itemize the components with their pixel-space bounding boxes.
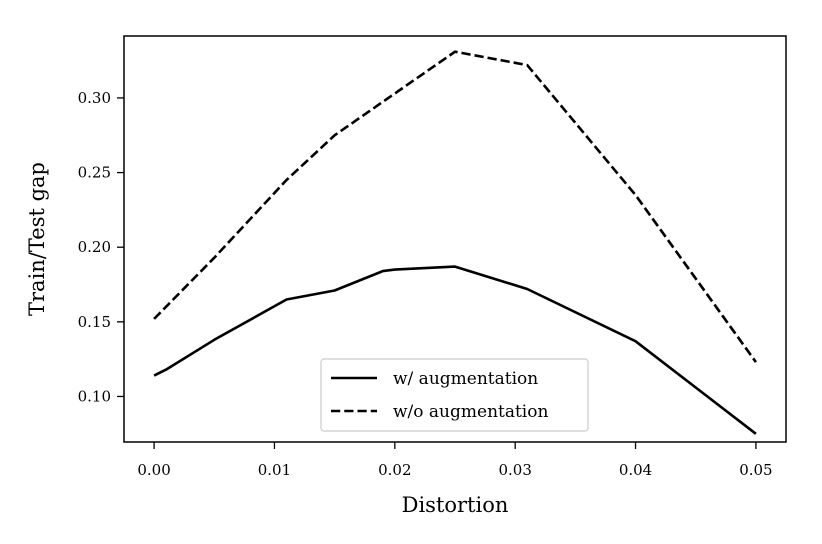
legend: w/ augmentation w/o augmentation (320, 358, 589, 432)
y-tick-label: 0.30 (78, 89, 111, 107)
y-tick-label: 0.10 (78, 387, 111, 405)
y-tick-label: 0.20 (78, 238, 111, 256)
x-tick-label: 0.05 (739, 461, 772, 479)
series-line-wo-augmentation (153, 50, 757, 363)
series-layer (153, 50, 757, 435)
x-tick-label: 0.03 (498, 461, 531, 479)
x-tick-label: 0.00 (137, 461, 170, 479)
legend-label-wo-augmentation: w/o augmentation (393, 402, 548, 422)
x-axis-label: Distortion (402, 493, 509, 517)
y-axis-ticks: 0.10 0.15 0.20 0.25 0.30 (78, 89, 124, 405)
x-axis-ticks: 0.00 0.01 0.02 0.03 0.04 0.05 (137, 442, 773, 479)
series-line-w-augmentation (153, 265, 757, 435)
y-tick-label: 0.25 (78, 164, 111, 182)
x-tick-label: 0.01 (258, 461, 291, 479)
y-axis-label: Train/Test gap (25, 162, 49, 316)
x-tick-label: 0.04 (619, 461, 652, 479)
legend-label-w-augmentation: w/ augmentation (393, 369, 538, 389)
x-tick-label: 0.02 (378, 461, 411, 479)
plot-frame (123, 35, 787, 443)
y-tick-label: 0.15 (78, 313, 111, 331)
legend-box (320, 358, 589, 432)
